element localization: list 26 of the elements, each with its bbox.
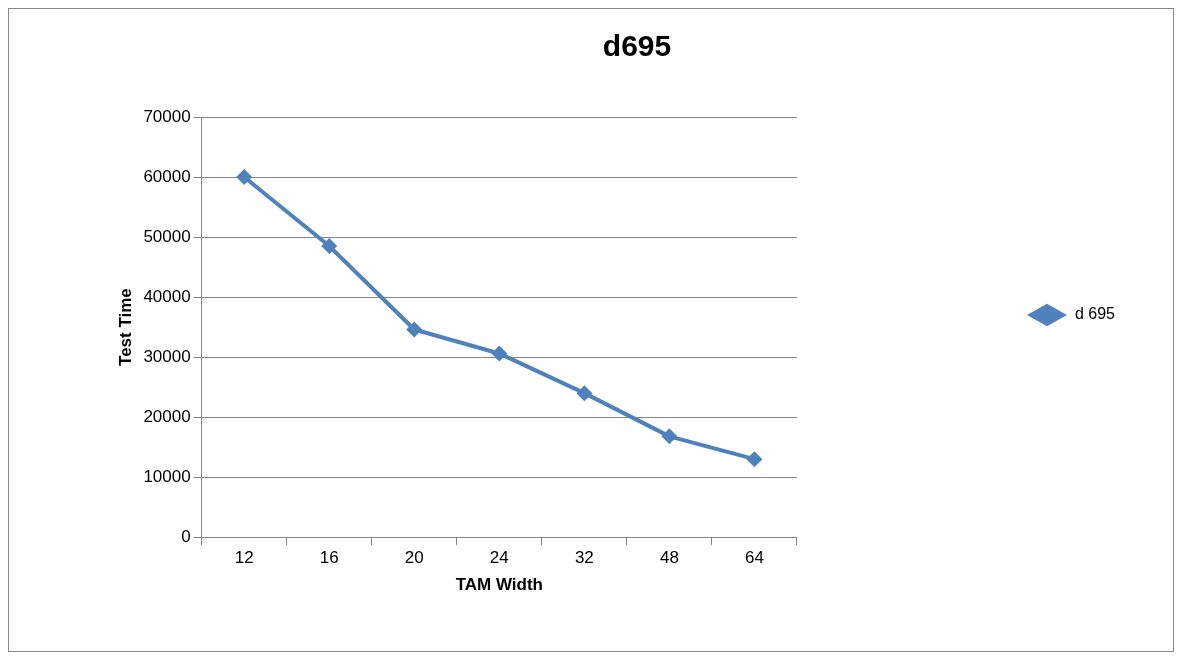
y-tick-label: 30000: [143, 346, 191, 366]
y-tick-label: 20000: [143, 406, 191, 426]
y-tick-label: 40000: [143, 286, 191, 306]
point: [491, 345, 508, 362]
x-tick-label: 32: [574, 548, 594, 568]
x-axis-title: TAM Width: [455, 575, 543, 595]
x-tick-label: 24: [489, 548, 509, 568]
point: [746, 451, 763, 468]
x-tick-label: 12: [234, 548, 254, 568]
chart-title: d695: [602, 29, 672, 63]
y-axis-title: Test Time: [115, 288, 135, 366]
point: [406, 321, 423, 338]
y-tick-label: 60000: [143, 166, 191, 186]
point: [236, 169, 253, 186]
point: [661, 428, 678, 445]
y-tick-label: 50000: [143, 226, 191, 246]
y-tick-label: 70000: [143, 106, 191, 126]
point: [321, 238, 338, 255]
x-tick-label: 48: [659, 548, 679, 568]
x-tick-label: 16: [319, 548, 339, 568]
point: [576, 385, 593, 402]
legend-label: d 695: [1074, 305, 1116, 323]
y-tick-label: 0: [181, 526, 191, 546]
x-tick-label: 64: [744, 548, 764, 568]
x-tick-label: 20: [404, 548, 424, 568]
y-tick-label: 10000: [143, 466, 191, 486]
